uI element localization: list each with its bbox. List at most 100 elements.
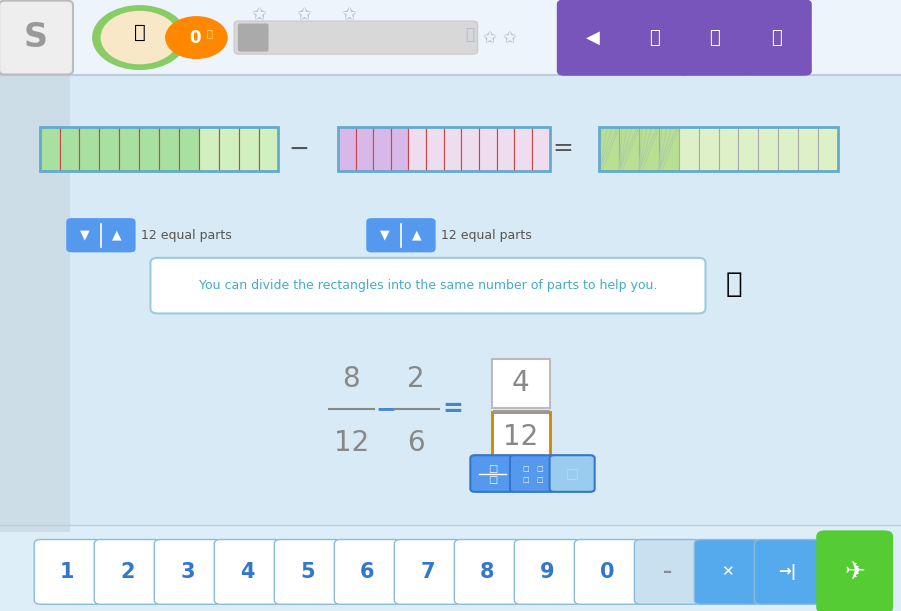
Bar <box>0 75 70 532</box>
FancyBboxPatch shape <box>454 540 521 604</box>
Bar <box>532 127 550 171</box>
Bar <box>259 127 278 171</box>
Bar <box>159 127 179 171</box>
Text: 6: 6 <box>360 562 375 582</box>
Bar <box>408 127 426 171</box>
FancyBboxPatch shape <box>816 530 893 611</box>
Text: 6: 6 <box>407 429 425 457</box>
FancyBboxPatch shape <box>574 540 641 604</box>
Bar <box>678 127 698 171</box>
Bar <box>496 127 514 171</box>
Text: ✩: ✩ <box>502 29 516 46</box>
Text: ▼: ▼ <box>80 229 90 242</box>
Bar <box>739 127 759 171</box>
Text: 💡: 💡 <box>726 270 742 298</box>
FancyBboxPatch shape <box>334 540 400 604</box>
FancyBboxPatch shape <box>214 540 280 604</box>
Bar <box>0 525 901 611</box>
FancyBboxPatch shape <box>514 540 580 604</box>
Bar <box>639 127 659 171</box>
Bar <box>461 127 479 171</box>
Bar <box>479 127 496 171</box>
Circle shape <box>101 12 178 64</box>
Text: 2: 2 <box>120 562 134 582</box>
Text: 5: 5 <box>300 562 314 582</box>
FancyBboxPatch shape <box>0 1 73 75</box>
FancyBboxPatch shape <box>695 540 760 604</box>
FancyBboxPatch shape <box>754 540 821 604</box>
FancyBboxPatch shape <box>492 359 550 408</box>
Text: □: □ <box>536 477 543 483</box>
Bar <box>179 127 199 171</box>
Text: 12 equal parts: 12 equal parts <box>441 229 532 242</box>
Text: 0: 0 <box>600 562 614 582</box>
Bar <box>338 127 356 171</box>
FancyBboxPatch shape <box>510 455 555 492</box>
Text: ✕: ✕ <box>721 565 733 579</box>
Text: ✈: ✈ <box>844 560 865 584</box>
Bar <box>79 127 99 171</box>
Text: =: = <box>442 397 464 422</box>
FancyBboxPatch shape <box>741 0 812 76</box>
Text: ✩: ✩ <box>482 29 496 46</box>
Bar <box>659 127 678 171</box>
Bar <box>619 127 639 171</box>
FancyBboxPatch shape <box>274 540 341 604</box>
Text: ▲: ▲ <box>112 229 122 242</box>
Text: □: □ <box>488 475 497 485</box>
Text: 12: 12 <box>333 429 369 457</box>
Text: 🔧: 🔧 <box>709 29 720 46</box>
FancyBboxPatch shape <box>34 540 100 604</box>
Circle shape <box>166 16 227 59</box>
Bar <box>778 127 798 171</box>
Text: ✩: ✩ <box>252 5 267 23</box>
Text: ⏸: ⏸ <box>649 29 660 46</box>
Bar <box>99 127 119 171</box>
Text: 2: 2 <box>407 365 425 393</box>
Bar <box>40 127 278 171</box>
FancyBboxPatch shape <box>618 0 689 76</box>
FancyBboxPatch shape <box>678 0 750 76</box>
Text: 4: 4 <box>241 562 255 582</box>
FancyBboxPatch shape <box>95 540 160 604</box>
Text: You can divide the rectangles into the same number of parts to help you.: You can divide the rectangles into the s… <box>199 279 657 292</box>
Circle shape <box>93 5 187 70</box>
Bar <box>59 127 79 171</box>
Text: 1: 1 <box>60 562 75 582</box>
Bar <box>373 127 391 171</box>
Text: 8: 8 <box>480 562 495 582</box>
Bar <box>759 127 778 171</box>
FancyBboxPatch shape <box>366 218 436 252</box>
Text: 7: 7 <box>420 562 434 582</box>
FancyBboxPatch shape <box>67 218 135 252</box>
Text: ▲: ▲ <box>412 229 422 242</box>
Bar <box>798 127 818 171</box>
Text: 12 equal parts: 12 equal parts <box>141 229 232 242</box>
Text: ✩: ✩ <box>342 5 357 23</box>
Text: □: □ <box>488 464 497 474</box>
Bar <box>239 127 259 171</box>
Text: −: − <box>288 136 310 161</box>
FancyBboxPatch shape <box>634 540 701 604</box>
FancyBboxPatch shape <box>238 23 268 52</box>
FancyBboxPatch shape <box>557 0 628 76</box>
Bar <box>40 127 59 171</box>
Text: 4: 4 <box>512 370 530 397</box>
Bar <box>0 0 901 75</box>
Text: ▼: ▼ <box>380 229 390 242</box>
FancyBboxPatch shape <box>550 455 595 492</box>
Text: –: – <box>663 563 672 581</box>
Text: −: − <box>375 397 396 422</box>
Text: ⛶: ⛶ <box>771 29 782 46</box>
Text: 8: 8 <box>342 365 360 393</box>
Text: □: □ <box>522 477 529 483</box>
Text: 3: 3 <box>180 562 195 582</box>
Text: =: = <box>552 136 574 161</box>
Text: 0: 0 <box>189 29 200 46</box>
Text: 12: 12 <box>503 423 539 450</box>
Text: □: □ <box>566 467 578 480</box>
Bar <box>599 127 838 171</box>
Bar <box>139 127 159 171</box>
Text: S: S <box>24 21 48 54</box>
Bar <box>426 127 443 171</box>
